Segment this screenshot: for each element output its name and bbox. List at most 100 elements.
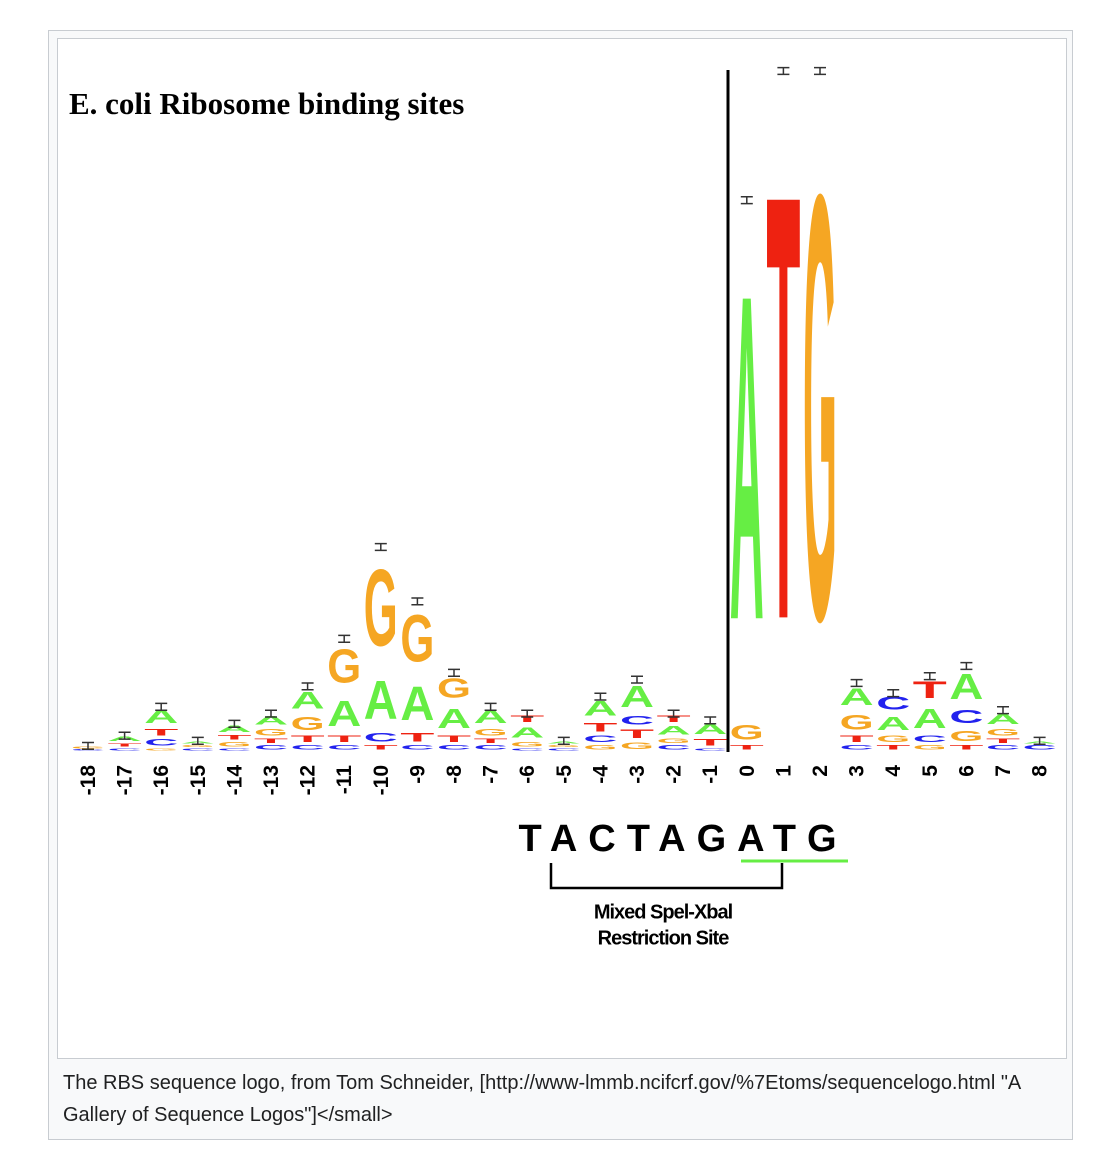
letter: C bbox=[327, 744, 361, 751]
x-tick-label: 8 bbox=[1029, 765, 1052, 777]
error-bar bbox=[667, 709, 680, 718]
letter: C bbox=[547, 748, 581, 751]
letter: G bbox=[217, 741, 251, 748]
letter: A bbox=[583, 697, 617, 721]
letter: C bbox=[108, 748, 142, 751]
letter: C bbox=[840, 744, 874, 751]
error-bar bbox=[521, 709, 534, 718]
letter: A bbox=[949, 666, 983, 707]
letter: A bbox=[876, 714, 910, 734]
x-tick-label: 4 bbox=[882, 765, 905, 777]
chart-title: E. coli Ribosome binding sites bbox=[69, 86, 464, 121]
x-tick-label: -4 bbox=[589, 765, 612, 784]
letter: T bbox=[437, 734, 471, 744]
letter: G bbox=[181, 744, 215, 747]
x-tick-label: 3 bbox=[846, 765, 869, 777]
letter: T bbox=[108, 743, 142, 748]
letter: C bbox=[474, 744, 508, 751]
letter: G bbox=[876, 734, 910, 744]
letter: A bbox=[254, 714, 288, 727]
letter: A bbox=[291, 686, 325, 713]
letter: T bbox=[620, 727, 655, 741]
letter: T bbox=[657, 714, 691, 724]
error-bar bbox=[887, 689, 900, 698]
letter: A bbox=[217, 724, 251, 734]
error-bar bbox=[777, 66, 790, 76]
letter: G bbox=[254, 727, 288, 737]
letter: G bbox=[803, 69, 837, 747]
letter: T bbox=[949, 744, 983, 751]
letter: G bbox=[620, 741, 654, 751]
letter: T bbox=[510, 714, 544, 724]
letter: A bbox=[840, 683, 874, 710]
letter: T bbox=[693, 738, 727, 748]
letter: A bbox=[144, 707, 178, 727]
letter: C bbox=[217, 748, 251, 751]
letter: G bbox=[291, 714, 325, 734]
letter: G bbox=[949, 727, 983, 744]
error-bar bbox=[814, 66, 826, 76]
figure-image: E. coli Ribosome binding sites TACTAGATG… bbox=[57, 38, 1067, 1059]
x-tick-label: -5 bbox=[553, 765, 576, 784]
letter: A bbox=[510, 724, 544, 741]
x-tick-label: 5 bbox=[919, 765, 942, 777]
letter: C bbox=[876, 693, 910, 713]
x-tick-label: -11 bbox=[333, 765, 356, 795]
x-tick-label: -1 bbox=[699, 765, 722, 784]
letter: T bbox=[254, 737, 288, 744]
x-tick-label: 0 bbox=[736, 765, 759, 777]
error-bar bbox=[374, 542, 387, 552]
error-bar bbox=[704, 716, 717, 725]
x-tick-label: -6 bbox=[516, 765, 539, 784]
x-tick-label: -10 bbox=[370, 765, 393, 795]
x-tick-label: -9 bbox=[406, 765, 429, 784]
letter: A bbox=[400, 677, 434, 731]
letter: T bbox=[583, 720, 618, 734]
letter: T bbox=[144, 727, 178, 737]
error-bar bbox=[411, 597, 424, 606]
x-tick-label: -3 bbox=[626, 765, 649, 784]
letter: C bbox=[1023, 744, 1057, 751]
letter: C bbox=[144, 738, 178, 748]
letter: A bbox=[657, 724, 691, 737]
letter: G bbox=[657, 737, 691, 744]
letter: A bbox=[913, 704, 947, 735]
x-tick-label: -13 bbox=[260, 765, 283, 795]
letter: C bbox=[693, 748, 727, 751]
error-bar bbox=[484, 702, 497, 711]
letter: G bbox=[840, 711, 874, 734]
letter: G bbox=[327, 638, 361, 693]
letter: G bbox=[547, 744, 581, 747]
letter: G bbox=[144, 748, 178, 751]
letter: T bbox=[327, 734, 361, 744]
letter: T bbox=[364, 744, 398, 751]
x-tick-label: -17 bbox=[114, 765, 137, 795]
x-tick-label: -2 bbox=[663, 765, 686, 784]
x-tick-label: 7 bbox=[992, 765, 1015, 777]
letter: C bbox=[437, 744, 471, 751]
error-bar bbox=[338, 634, 351, 643]
letter: T bbox=[986, 737, 1020, 744]
letter: A bbox=[474, 707, 508, 727]
sequence: TACTAGATG bbox=[518, 818, 847, 860]
letter: G bbox=[474, 727, 508, 737]
letter: C bbox=[254, 744, 288, 751]
letter: C bbox=[949, 707, 983, 727]
letter: G bbox=[437, 673, 471, 704]
letter: T bbox=[766, 70, 800, 747]
letter: T bbox=[217, 734, 251, 741]
letter: C bbox=[620, 714, 654, 727]
letter: G bbox=[986, 727, 1020, 737]
letter: C bbox=[291, 744, 325, 751]
error-bar bbox=[997, 706, 1009, 715]
error-bar bbox=[82, 741, 94, 751]
error-bar bbox=[448, 668, 460, 677]
letter: C bbox=[364, 731, 398, 744]
error-bar bbox=[631, 675, 643, 684]
letter: G bbox=[913, 744, 947, 751]
letter: T bbox=[730, 744, 764, 751]
error-bar bbox=[740, 196, 753, 205]
error-bar bbox=[228, 719, 241, 728]
error-bar bbox=[850, 678, 863, 688]
chart: E. coli Ribosome binding sites TACTAGATG… bbox=[69, 66, 1057, 949]
